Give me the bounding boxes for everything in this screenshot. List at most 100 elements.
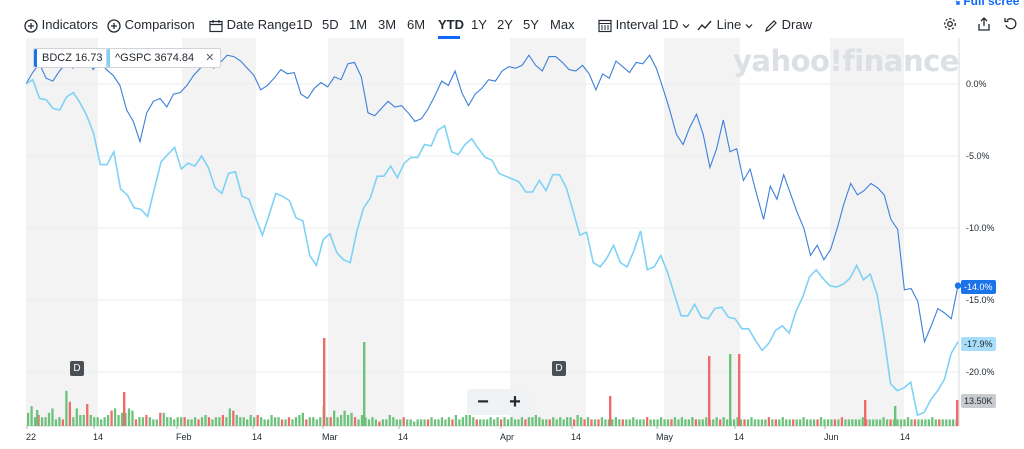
interval-icon [598,19,612,32]
volume-bar [360,415,364,426]
range-ytd[interactable]: YTD [438,17,464,32]
pencil-icon [765,19,777,32]
zoom-out-button[interactable]: − [477,391,489,413]
volume-bar [402,417,405,426]
volume-bar [590,419,593,426]
volume-bar [482,419,485,426]
volume-bar [934,419,937,426]
comparison-button[interactable]: Comparison [107,15,195,35]
volume-bar [677,419,680,426]
volume-bar [659,417,663,426]
range-2y[interactable]: 2Y [497,17,513,32]
range-6m[interactable]: 6M [407,17,426,32]
volume-bar [680,417,684,426]
volume-bar [363,342,366,426]
settings-button[interactable] [942,16,960,34]
volume-bar [750,417,753,426]
volume-bar [823,419,826,426]
volume-bar [938,419,941,426]
volume-bar [545,419,548,426]
volume-bar [799,419,802,426]
volume-bar [294,417,298,426]
volume-bar [437,419,440,426]
legend-bdcz[interactable]: BDCZ 16.73 [33,48,110,68]
range-1y[interactable]: 1Y [471,17,487,32]
volume-bar [732,419,736,426]
range-5d[interactable]: 5D [322,17,339,32]
volume-bar [719,419,722,426]
indicators-label: Indicators [41,17,98,32]
volume-bar [600,417,604,426]
volume-bar [148,417,151,426]
volume-bar [353,417,357,426]
active-range-indicator [438,36,460,39]
volume-bar [61,419,65,426]
range-3m[interactable]: 3M [378,17,397,32]
dividend-marker[interactable]: D [70,361,84,376]
volume-bar [200,417,204,426]
volume-bar [541,419,544,426]
volume-bar [726,419,729,426]
volume-bar [802,417,805,426]
legend-gspc[interactable]: ^GSPC 3674.84 ✕ [106,48,222,68]
volume-bar [847,419,850,426]
volume-bar [204,415,207,426]
price-chart[interactable] [0,38,1024,449]
volume-bar [413,421,416,426]
draw-button[interactable]: Draw [764,15,812,35]
dividend-marker[interactable]: D [552,361,566,376]
volume-bar [708,356,711,426]
range-1m[interactable]: 1M [349,17,368,32]
zoom-in-button[interactable]: + [509,391,521,413]
volume-bar [854,419,857,426]
volume-bar [559,417,562,426]
volume-bar [346,415,350,426]
volume-bar [120,412,124,426]
volume-bar [40,417,44,426]
volume-bar [30,406,33,426]
volume-bar [65,390,68,426]
volume-bar [388,415,391,426]
volume-bar [124,412,127,426]
volume-bar [468,415,471,426]
volume-bar [162,412,165,426]
volume-bar [729,354,732,426]
volume-bar [89,415,92,426]
interval-dropdown[interactable]: Interval 1D [598,15,690,35]
volume-bar [642,419,645,426]
indicators-button[interactable]: Indicators [24,15,98,35]
volume-bar [538,417,541,426]
range-5y[interactable]: 5Y [523,17,539,32]
volume-bar [913,419,917,426]
volume-bar [447,417,451,426]
volume-bar [499,419,503,426]
range-max[interactable]: Max [550,17,575,32]
volume-bar [805,419,809,426]
range-1d[interactable]: 1D [296,17,313,32]
volume-bar [152,419,155,426]
chart-type-dropdown[interactable]: Line [697,15,753,35]
date-range-button[interactable]: Date Range [209,15,296,35]
y-tick-label: -20.0% [966,367,995,377]
volume-bar [879,419,882,426]
share-button[interactable] [976,16,994,34]
full-screen-button[interactable]: Full scree [950,0,1019,8]
volume-bar [68,401,72,426]
volume-bar [173,419,176,426]
volume-bar [858,419,861,426]
volume-bar [607,419,611,426]
x-tick-label: Feb [176,432,192,442]
volume-bar [298,415,301,426]
volume-bar [739,419,743,426]
volume-bar [569,417,572,426]
volume-bar [305,419,308,426]
volume-bar [308,417,311,426]
volume-bar [520,417,524,426]
volume-bar [652,419,656,426]
volume-bar [461,417,464,426]
close-icon[interactable]: ✕ [205,52,215,64]
volume-bar [75,408,78,426]
reset-button[interactable] [1003,16,1021,34]
volume-bar [738,354,741,426]
volume-bar [430,417,433,426]
